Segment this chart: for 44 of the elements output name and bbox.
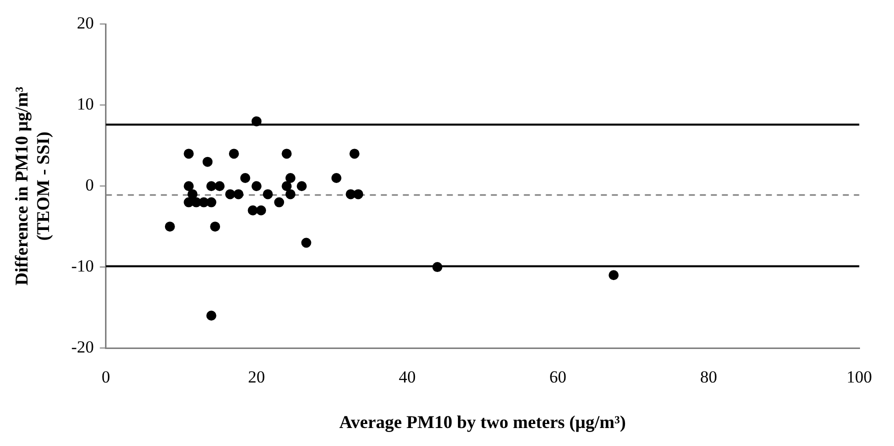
point [256, 205, 266, 216]
y-tick-label: -10 [71, 256, 94, 276]
point [285, 189, 296, 200]
point [233, 189, 244, 200]
y-tick-label: -20 [71, 337, 94, 356]
point [188, 189, 198, 200]
point [349, 148, 360, 159]
point [214, 181, 225, 192]
point [262, 189, 273, 200]
point [252, 181, 262, 192]
point [184, 181, 194, 192]
point [252, 116, 262, 126]
point [331, 173, 342, 184]
point [206, 181, 216, 192]
y-tick-label: 10 [76, 94, 94, 114]
point [353, 189, 364, 200]
x-tick-label: 0 [102, 368, 110, 387]
point [432, 262, 442, 272]
y-axis-title: Difference in PM10 μg/m³ (TEOM - SSI) [11, 86, 54, 286]
x-axis-title: Average PM10 by two meters (μg/m³) [339, 412, 626, 432]
point [225, 189, 236, 200]
x-tick-label: 20 [248, 368, 266, 387]
point [282, 181, 292, 192]
point [202, 156, 213, 167]
point [184, 148, 194, 159]
point [228, 148, 239, 159]
point [608, 270, 619, 280]
x-tick-label: 100 [846, 368, 872, 387]
point [206, 310, 216, 321]
point [274, 197, 284, 208]
point [296, 181, 307, 192]
y-tick-label: 20 [76, 14, 94, 33]
point [210, 222, 220, 232]
point [206, 197, 216, 208]
x-tick-label: 80 [700, 368, 718, 387]
point [164, 222, 175, 232]
point [240, 173, 250, 184]
y-tick-label: 0 [85, 176, 94, 195]
point [285, 173, 296, 184]
x-tick-label: 40 [398, 368, 416, 387]
point [282, 148, 292, 159]
x-tick-label: 60 [549, 368, 566, 387]
point [301, 238, 312, 248]
point [248, 205, 258, 216]
